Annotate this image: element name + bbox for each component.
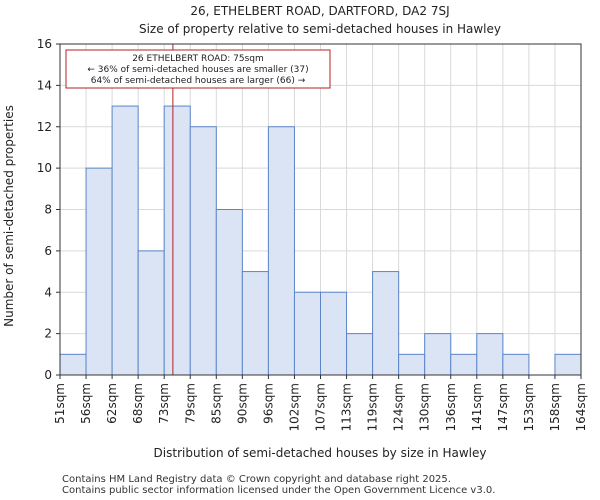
x-tick-label: 158sqm: [548, 383, 562, 431]
chart-title-line1: 26, ETHELBERT ROAD, DARTFORD, DA2 7SJ: [190, 4, 449, 18]
footer-line1: Contains HM Land Registry data © Crown c…: [62, 474, 451, 485]
y-tick-label: 6: [44, 244, 52, 258]
y-tick-label: 12: [37, 120, 52, 134]
histogram-bar: [372, 271, 400, 376]
axes: 0 2 4 6 8 10 12 14 16 51sqm 56sqm 62sqm 68sqm 73sqm 79…: [37, 37, 588, 431]
x-tick-label: 51sqm: [53, 383, 67, 424]
histogram-bar: [502, 353, 530, 376]
x-tick-label: 119sqm: [366, 383, 380, 431]
histogram-bar: [137, 250, 165, 376]
annotation-line1: 26 ETHELBERT ROAD: 75sqm: [132, 54, 264, 64]
property-annotation: 26 ETHELBERT ROAD: 75sqm ← 36% of semi-d…: [65, 49, 331, 89]
histogram-bar: [476, 333, 504, 376]
x-tick-label: 113sqm: [340, 383, 354, 431]
x-tick-label: 130sqm: [418, 383, 432, 431]
y-axis-label: Number of semi-detached properties: [2, 105, 16, 327]
x-tick-label: 107sqm: [314, 383, 328, 431]
y-tick-label: 8: [44, 203, 52, 217]
histogram-bar: [111, 105, 139, 376]
y-tick-label: 16: [37, 37, 52, 51]
histogram-bar: [450, 353, 478, 376]
annotation-line3: 64% of semi-detached houses are larger (…: [91, 76, 306, 86]
y-tick-label: 10: [37, 161, 52, 175]
x-tick-label: 124sqm: [392, 383, 406, 431]
histogram-bar: [59, 353, 87, 376]
x-tick-label: 141sqm: [470, 383, 484, 431]
annotation-line2: ← 36% of semi-detached houses are smalle…: [87, 65, 308, 75]
x-tick-label: 136sqm: [444, 383, 458, 431]
x-tick-label: 56sqm: [79, 383, 93, 424]
x-axis-label: Distribution of semi-detached houses by …: [154, 446, 487, 460]
x-tick-label: 85sqm: [209, 383, 223, 424]
x-tick-label: 96sqm: [261, 383, 275, 424]
x-tick-label: 153sqm: [522, 383, 536, 431]
x-tick-label: 90sqm: [235, 383, 249, 424]
histogram-bar: [346, 333, 374, 376]
histogram-bar: [241, 271, 269, 376]
x-tick-label: 102sqm: [287, 383, 301, 431]
x-tick-label: 164sqm: [574, 383, 588, 431]
x-tick-label: 68sqm: [131, 383, 145, 424]
x-tick-label: 62sqm: [105, 383, 119, 424]
histogram-bar: [215, 209, 243, 376]
y-tick-label: 4: [44, 285, 52, 299]
histogram-bar: [398, 353, 426, 376]
x-tick-label: 79sqm: [183, 383, 197, 424]
x-tick-label: 73sqm: [157, 383, 171, 424]
histogram-bar: [293, 291, 322, 376]
y-tick-label: 2: [44, 327, 52, 341]
y-tick-label: 14: [37, 78, 52, 92]
y-tick-label: 0: [44, 368, 52, 382]
histogram-bar: [85, 167, 113, 376]
chart-title-line2: Size of property relative to semi-detach…: [139, 22, 501, 36]
annotation-box: [65, 49, 331, 89]
histogram-bar: [267, 126, 295, 376]
bar-series: [59, 105, 582, 376]
histogram-bar: [189, 126, 217, 376]
histogram-bar: [554, 353, 582, 376]
x-tick-label: 147sqm: [496, 383, 510, 431]
histogram-bar: [320, 291, 348, 376]
histogram-bar: [163, 105, 191, 376]
footer-line2: Contains public sector information licen…: [62, 485, 496, 496]
histogram-bar: [424, 333, 452, 376]
